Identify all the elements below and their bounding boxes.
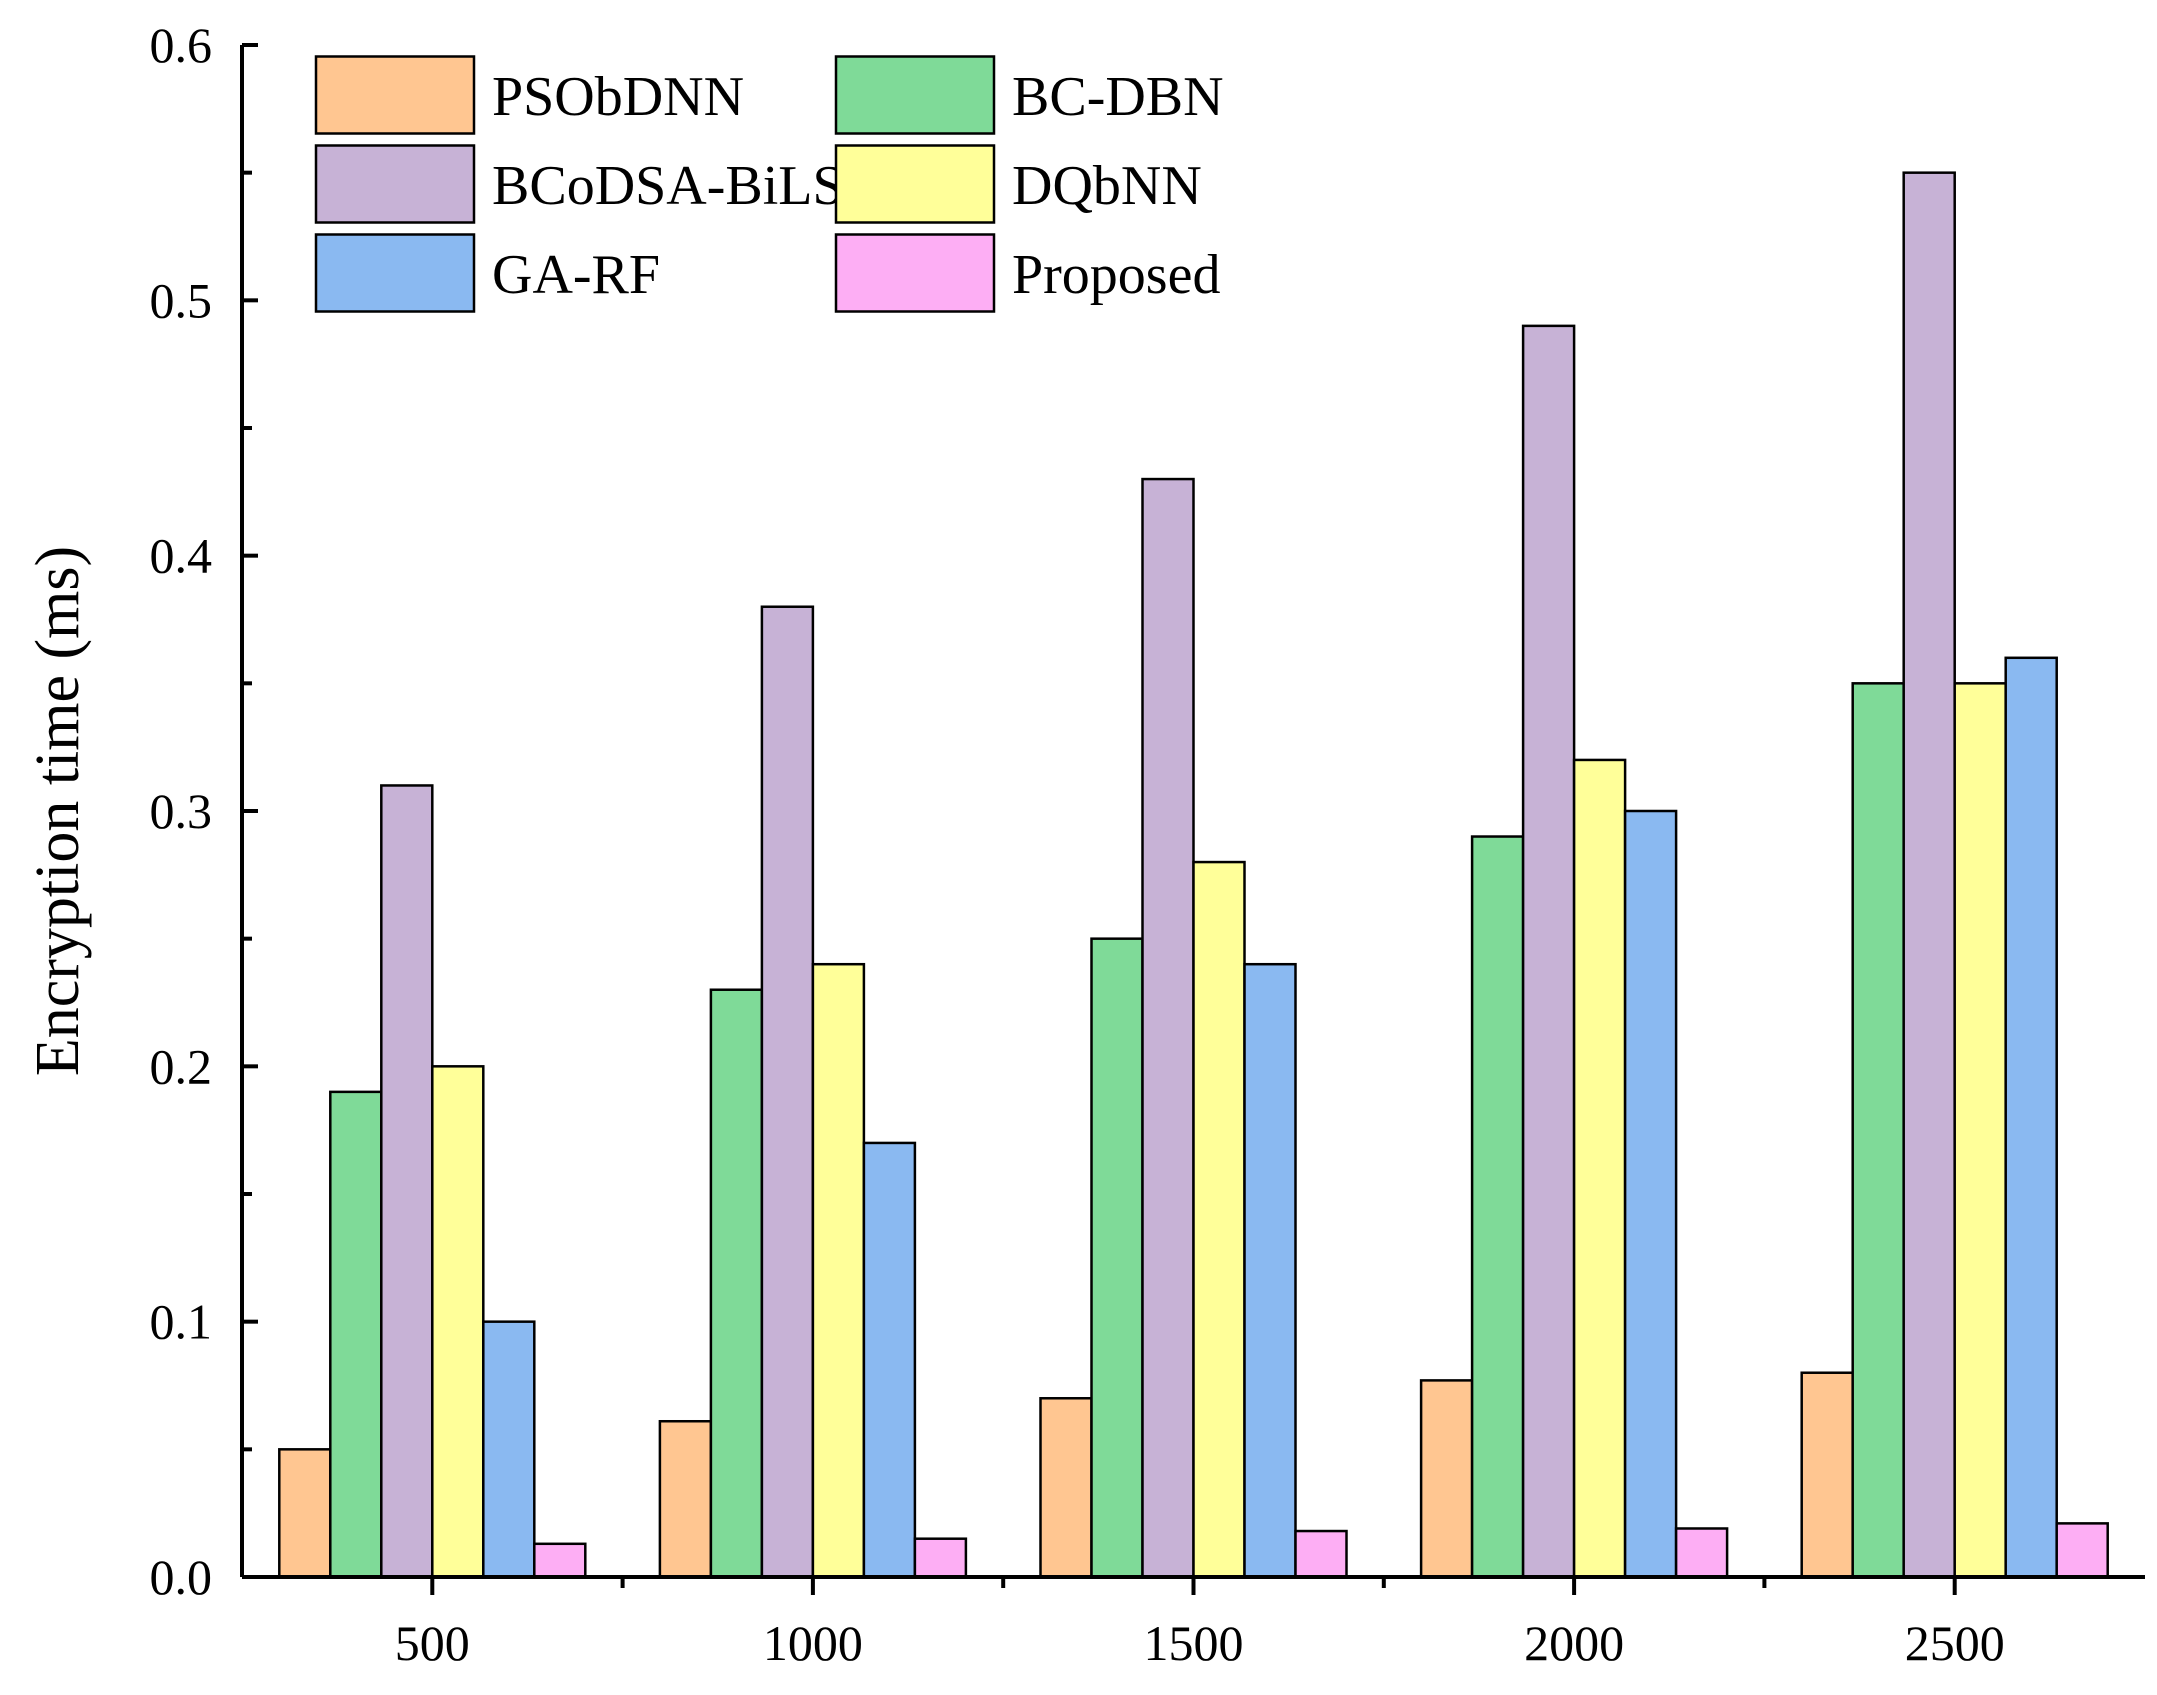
bar-dqbnn-500 — [431, 1065, 485, 1579]
bar-bcodsa-bilstm-500 — [380, 784, 434, 1579]
bars-layer — [278, 171, 2109, 1579]
y-tick-label: 0.5 — [150, 272, 213, 328]
bar-proposed-500 — [533, 1542, 587, 1579]
y-tick-label: 0.4 — [150, 528, 213, 584]
x-axis: 500 1000 1500 2000 2500 — [395, 1577, 2005, 1671]
bar-proposed-2500 — [2055, 1522, 2109, 1579]
y-tick-label: 0.3 — [150, 783, 213, 839]
legend-label-proposed: Proposed — [1012, 244, 1220, 306]
y-tick-label: 0.6 — [150, 17, 213, 73]
bar-bcodsa-bilstm-1500 — [1141, 477, 1195, 1579]
x-tick-label: 1000 — [763, 1615, 863, 1671]
legend-label-dqbnn: DQbNN — [1012, 155, 1202, 217]
legend-label-psobdnn: PSObDNN — [492, 66, 744, 128]
bar-psobdnn-2500 — [1800, 1371, 1854, 1579]
bar-ga-rf-1500 — [1243, 962, 1297, 1579]
bar-proposed-1500 — [1294, 1529, 1348, 1579]
bar-bcodsa-bilstm-1000 — [760, 605, 815, 1579]
bar-bcodsa-bilstm-2500 — [1902, 171, 1956, 1579]
legend-label-bc-dbn: BC-DBN — [1012, 66, 1224, 128]
y-tick-label: 0.0 — [150, 1549, 213, 1605]
x-tick-label: 1500 — [1144, 1615, 1244, 1671]
bar-psobdnn-1000 — [658, 1419, 713, 1579]
bar-psobdnn-500 — [278, 1448, 332, 1579]
legend-swatch-dqbnn — [834, 144, 996, 224]
y-tick-label: 0.2 — [150, 1038, 213, 1094]
bar-bc-dbn-2000 — [1470, 835, 1525, 1579]
bar-ga-rf-2000 — [1623, 809, 1678, 1579]
y-axis-title: Encryption time (ms) — [24, 546, 92, 1076]
x-tick-label: 2500 — [1905, 1615, 2005, 1671]
bar-dqbnn-1000 — [811, 962, 866, 1579]
bar-bc-dbn-2500 — [1851, 682, 1905, 1579]
legend-swatch-bcodsa-bilstm — [314, 144, 476, 224]
bar-dqbnn-2500 — [1953, 682, 2007, 1579]
bar-psobdnn-1500 — [1039, 1397, 1093, 1579]
bar-psobdnn-2000 — [1419, 1379, 1474, 1579]
bar-bc-dbn-1000 — [709, 988, 764, 1579]
bar-bc-dbn-1500 — [1090, 937, 1144, 1579]
legend-swatch-ga-rf — [314, 233, 476, 313]
bar-proposed-1000 — [913, 1537, 968, 1579]
x-tick-label: 2000 — [1524, 1615, 1624, 1671]
legend-swatch-psobdnn — [314, 55, 476, 135]
bar-bc-dbn-500 — [329, 1090, 383, 1579]
legend-label-ga-rf: GA-RF — [492, 244, 660, 306]
x-tick-label: 500 — [395, 1615, 470, 1671]
y-tick-label: 0.1 — [150, 1294, 213, 1350]
bar-ga-rf-500 — [482, 1320, 536, 1579]
bar-bcodsa-bilstm-2000 — [1521, 324, 1576, 1579]
bar-dqbnn-1500 — [1192, 860, 1246, 1579]
bar-proposed-2000 — [1674, 1527, 1729, 1579]
legend-swatch-bc-dbn — [834, 55, 996, 135]
legend-swatch-proposed — [834, 233, 996, 313]
bar-dqbnn-2000 — [1572, 758, 1627, 1579]
y-axis: 0.0 0.1 0.2 0.3 0.4 0.5 0.6 — [150, 17, 258, 1605]
bar-ga-rf-2500 — [2004, 656, 2058, 1579]
bar-ga-rf-1000 — [862, 1141, 917, 1579]
